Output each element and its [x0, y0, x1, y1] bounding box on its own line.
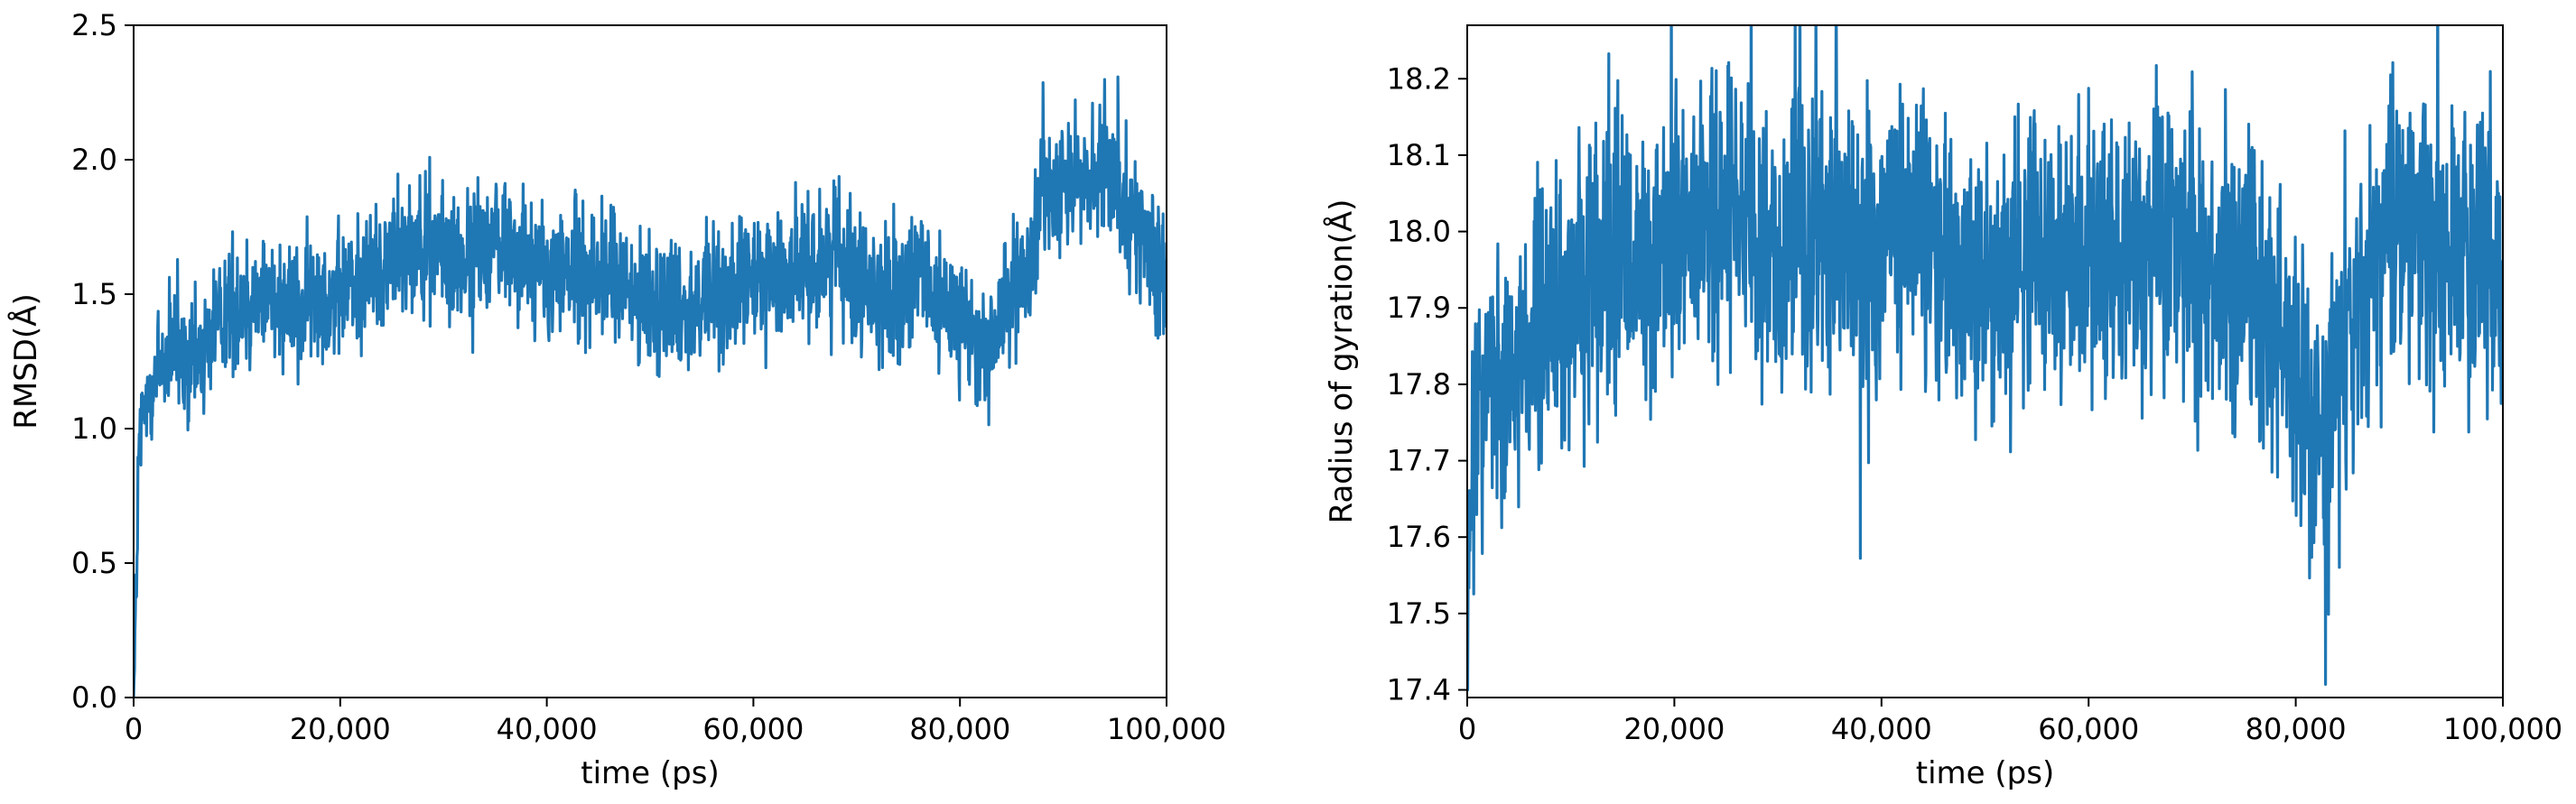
x-tick-label: 60,000 — [702, 712, 804, 746]
series-line — [134, 75, 1167, 698]
x-tick-label: 80,000 — [909, 712, 1010, 746]
y-tick-label: 18.0 — [1387, 215, 1451, 249]
y-tick-label: 18.1 — [1387, 138, 1451, 172]
y-tick-label: 17.6 — [1387, 520, 1451, 554]
x-axis-label: time (ps) — [581, 755, 719, 791]
y-tick-label: 2.0 — [71, 143, 117, 177]
y-tick-label: 1.0 — [71, 411, 117, 446]
x-tick-label: 100,000 — [2443, 712, 2562, 746]
x-tick-label: 80,000 — [2246, 712, 2347, 746]
y-tick-label: 17.7 — [1387, 444, 1451, 478]
y-axis-label: Radius of gyration(Å) — [1323, 199, 1360, 524]
x-axis-label: time (ps) — [1916, 755, 2054, 791]
x-tick-label: 60,000 — [2038, 712, 2139, 746]
x-tick-label: 0 — [125, 712, 143, 746]
series-line — [1467, 25, 2503, 692]
y-tick-label: 17.9 — [1387, 291, 1451, 325]
rmsd-chart: 0 20,000 40,000 60,000 80,000 100,000 0.0 0.5 1.… — [7, 8, 1226, 791]
x-tick-label: 40,000 — [1831, 712, 1932, 746]
y-tick-label: 0.5 — [71, 546, 117, 580]
x-tick-label: 100,000 — [1107, 712, 1226, 746]
radius-of-gyration-chart: 0 20,000 40,000 60,000 80,000 100,000 17.4 17.5… — [1323, 24, 2562, 791]
y-tick-label: 0.0 — [71, 680, 117, 715]
y-tick-label: 17.4 — [1387, 673, 1451, 707]
y-tick-label: 18.2 — [1387, 61, 1451, 96]
y-tick-label: 17.8 — [1387, 367, 1451, 402]
plot-frame — [1466, 24, 2504, 698]
y-tick-label: 17.5 — [1387, 596, 1451, 631]
x-tick-label: 0 — [1458, 712, 1476, 746]
y-axis-label: RMSD(Å) — [7, 293, 44, 430]
x-tick-label: 20,000 — [290, 712, 391, 746]
plot-frame — [133, 24, 1167, 698]
y-tick-label: 2.5 — [71, 8, 117, 42]
x-tick-label: 20,000 — [1623, 712, 1725, 746]
y-tick-label: 1.5 — [71, 277, 117, 311]
x-tick-label: 40,000 — [497, 712, 598, 746]
